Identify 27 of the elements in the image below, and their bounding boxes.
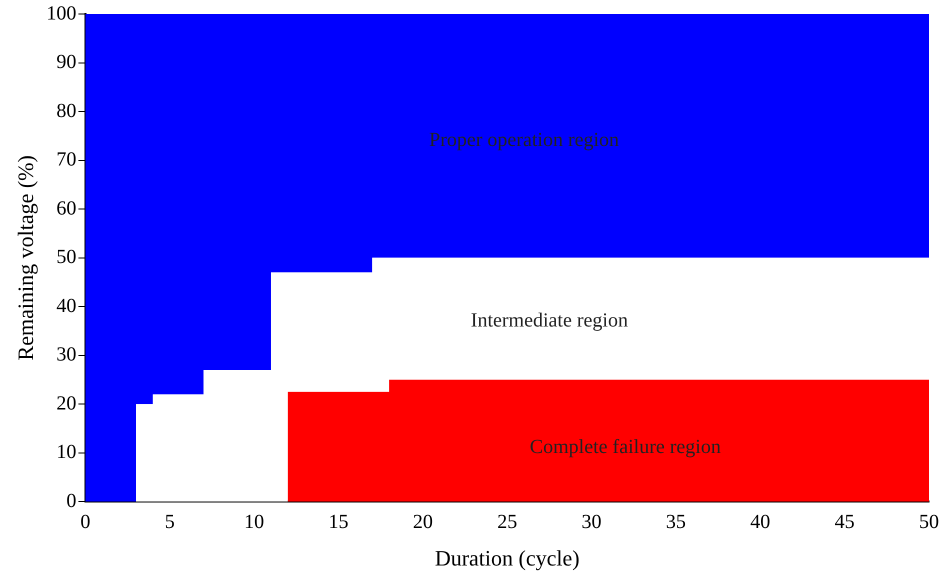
y-tick-label: 90 — [56, 51, 76, 74]
y-tick-label: 80 — [56, 100, 76, 122]
x-tick-label: 50 — [919, 510, 939, 533]
y-tick-label: 30 — [56, 344, 76, 366]
y-tick-label: 20 — [56, 392, 76, 414]
x-tick-label: 15 — [328, 510, 348, 533]
x-tick-label: 30 — [582, 510, 602, 533]
x-tick-label: 40 — [750, 510, 770, 533]
y-tick-label: 50 — [56, 246, 76, 268]
x-tick-label: 25 — [497, 510, 518, 533]
x-tick-label: 45 — [834, 510, 855, 533]
y-axis-title: Remaining voltage (%) — [12, 155, 38, 360]
y-tick-label: 0 — [66, 490, 76, 512]
y-tick-label: 100 — [46, 2, 76, 24]
x-axis-title: Duration (cycle) — [434, 546, 580, 571]
y-tick-label: 10 — [56, 441, 76, 464]
annotation: Proper operation region — [429, 129, 620, 152]
x-tick-label: 10 — [244, 510, 264, 533]
y-tick-label: 60 — [56, 197, 76, 220]
annotation: Intermediate region — [470, 309, 628, 332]
x-tick-label: 5 — [164, 510, 175, 533]
x-tick-label: 20 — [412, 510, 433, 533]
x-tick-label: 35 — [666, 510, 686, 533]
y-tick-label: 70 — [56, 148, 76, 171]
annotation: Complete failure region — [530, 436, 721, 458]
y-tick-label: 40 — [56, 294, 76, 317]
x-tick-label: 0 — [80, 510, 90, 533]
